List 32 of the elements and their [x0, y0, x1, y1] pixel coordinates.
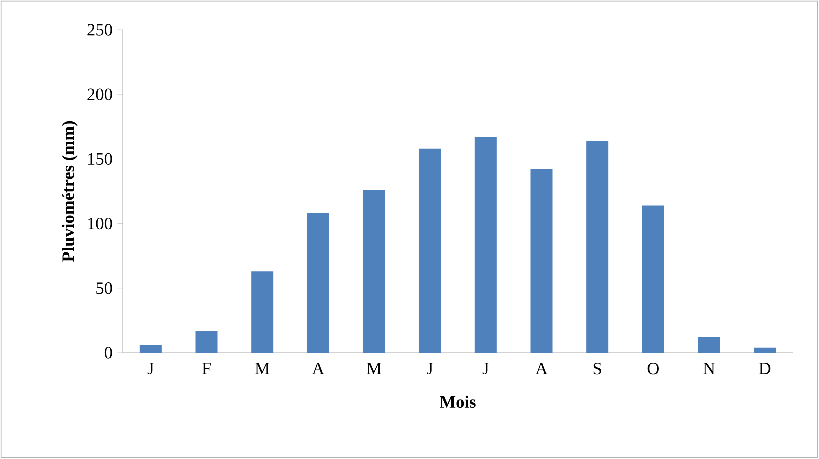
x-tick-label: N: [703, 363, 716, 374]
x-tick-label: D: [759, 363, 771, 374]
bar: [698, 337, 720, 353]
x-tick-label: A: [312, 363, 325, 374]
x-tick-label: M: [255, 363, 270, 374]
y-tick-label: 0: [104, 347, 112, 359]
y-tick-label: 50: [96, 282, 112, 294]
y-axis-title: Pluviométres (mm): [62, 121, 78, 262]
x-tick-label: M: [367, 363, 382, 374]
bar: [754, 348, 776, 353]
x-tick-label: J: [427, 363, 434, 375]
bar: [252, 272, 274, 353]
bar: [307, 213, 330, 353]
y-tick-label: 100: [88, 218, 112, 230]
bar: [642, 206, 664, 353]
x-tick-label: J: [482, 363, 489, 375]
x-tick-label: O: [648, 363, 659, 375]
bar: [586, 141, 609, 353]
bar: [530, 170, 553, 353]
y-tick-label: 150: [88, 153, 112, 166]
y-tick-label: 200: [88, 88, 112, 100]
bar: [196, 331, 218, 353]
x-tick-label: S: [594, 363, 602, 375]
bar: [363, 190, 386, 353]
bar: [419, 148, 442, 353]
y-tick-label: 250: [88, 24, 112, 36]
bar: [474, 137, 497, 353]
x-axis-title: Mois: [440, 396, 476, 408]
x-tick-label: J: [148, 363, 154, 375]
bar: [140, 345, 162, 353]
x-tick-label: A: [536, 363, 548, 374]
x-tick-label: F: [202, 363, 211, 374]
